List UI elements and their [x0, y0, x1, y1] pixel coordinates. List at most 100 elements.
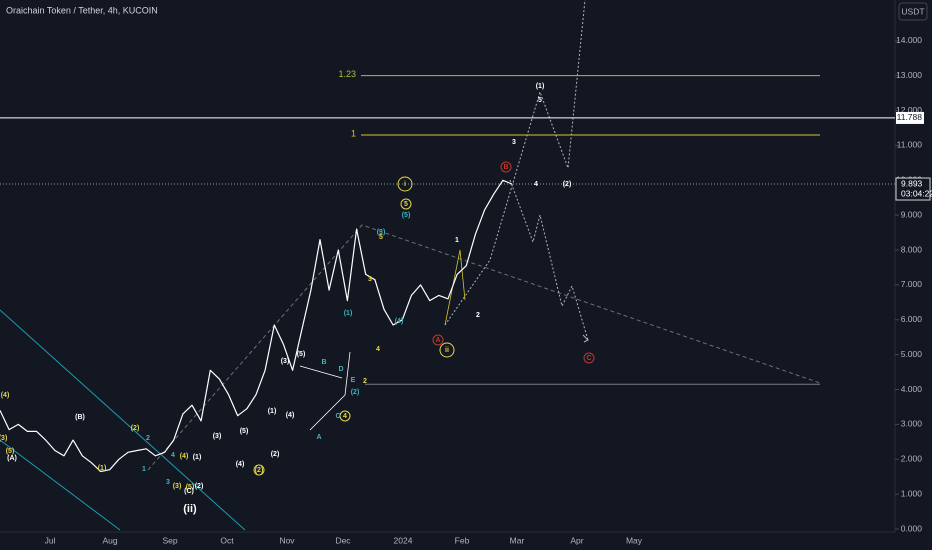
wave-label: 3 — [166, 479, 170, 486]
wave-label: 3 — [512, 139, 516, 146]
x-tick-label: Mar — [510, 535, 525, 545]
wave-label: (2) — [255, 467, 264, 474]
chart-title: Oraichain Token / Tether, 4h, KUCOIN — [6, 5, 158, 15]
wave-label: 2 — [146, 435, 150, 442]
wave-label: (1) — [268, 408, 277, 415]
x-tick-label: May — [626, 535, 643, 545]
wave-label: 4 — [376, 346, 380, 353]
wave-label: C — [586, 355, 591, 362]
wave-label: ii — [445, 347, 449, 354]
wave-label: (1) — [344, 310, 353, 317]
channel-line — [0, 439, 121, 531]
wave-label: (1) — [193, 454, 202, 461]
projection — [444, 0, 586, 326]
pattern-line — [444, 249, 466, 326]
wave-label: (5) — [240, 428, 249, 435]
x-tick-label: Aug — [102, 535, 117, 545]
currency-box — [898, 2, 928, 21]
wave-label: (3) — [281, 358, 290, 365]
wave-label: 5 — [379, 234, 383, 241]
wave-label: (5) — [402, 212, 411, 219]
y-tick-label: 13.000 — [896, 70, 922, 80]
wave-label: (5) — [6, 448, 15, 455]
y-tick-label: 4.000 — [901, 384, 923, 394]
wave-circle — [253, 464, 265, 476]
wave-circle — [583, 352, 595, 364]
wave-label: 5 — [538, 97, 542, 104]
y-tick-label: 0.000 — [901, 523, 923, 533]
wave-label: 4 — [534, 181, 538, 188]
fib-label: 1.23 — [338, 69, 356, 79]
wave-label: 3 — [368, 276, 372, 283]
wave-label: (5) — [186, 484, 195, 491]
pattern-line — [309, 351, 351, 431]
wave-label: A — [435, 337, 440, 344]
currency: USDT — [901, 6, 924, 16]
wave-label: B — [321, 359, 326, 366]
wave-label: (4) — [236, 461, 245, 468]
x-tick-label: 2024 — [394, 535, 413, 545]
wave-circle — [397, 176, 413, 192]
wave-label: 4 — [171, 452, 175, 459]
x-tick-label: Apr — [570, 535, 583, 545]
projection — [509, 179, 589, 341]
resistance-label: 11.788 — [897, 112, 923, 122]
wave-label: 2 — [476, 312, 480, 319]
wave-label: (4) — [180, 453, 189, 460]
countdown: 03:04:22 — [901, 188, 932, 198]
wave-label: A — [316, 434, 321, 441]
wave-label: (4) — [395, 318, 404, 325]
x-tick-label: Nov — [279, 535, 295, 545]
y-tick-label: 3.000 — [901, 419, 923, 429]
wave-circle — [400, 198, 412, 210]
x-tick-label: Sep — [162, 535, 177, 545]
wave-label: (5) — [297, 351, 306, 358]
wave-label: 2 — [363, 378, 367, 385]
wave-label: (ii) — [183, 503, 197, 515]
wave-label: (3) — [213, 433, 222, 440]
wave-label: (3) — [0, 435, 7, 442]
wave-label: (2) — [195, 483, 204, 490]
wave-label: (2) — [351, 389, 360, 396]
wave-label: 1 — [142, 466, 146, 473]
wave-label: (B) — [75, 414, 85, 421]
wave-label: D — [338, 366, 343, 373]
pattern-line — [299, 365, 343, 379]
wave-label: B — [503, 164, 508, 171]
y-tick-label: 7.000 — [901, 279, 923, 289]
wave-label: E — [351, 377, 356, 384]
last-price-box — [895, 177, 931, 201]
y-tick-label: 14.000 — [896, 35, 922, 45]
wave-label: 1 — [455, 237, 459, 244]
last-price-label: 9.893 — [901, 178, 923, 188]
wave-label: (2) — [271, 451, 280, 458]
y-tick-label: 1.000 — [901, 488, 923, 498]
y-tick-label: 5.000 — [901, 349, 923, 359]
wave-circle — [432, 334, 444, 346]
wave-label: (2) — [563, 181, 572, 188]
arrow-head — [582, 334, 589, 343]
wave-label: C — [335, 413, 340, 420]
x-tick-label: Dec — [335, 535, 351, 545]
x-tick-label: Oct — [220, 535, 234, 545]
y-tick-label: 12.000 — [896, 105, 922, 115]
wave-circle — [500, 161, 512, 173]
wave-label: 5 — [404, 201, 408, 208]
x-tick-label: Jul — [45, 535, 56, 545]
y-tick-label: 9.000 — [901, 209, 923, 219]
x-tick-label: Feb — [455, 535, 470, 545]
wave-label: (3) — [377, 229, 386, 236]
wave-circle — [339, 410, 351, 422]
wave-label: (1) — [536, 83, 545, 90]
triangle-line — [147, 224, 821, 471]
wave-label: (3) — [173, 483, 182, 490]
wave-label: (1) — [98, 465, 107, 472]
wave-label: (4) — [286, 412, 295, 419]
price-line — [0, 179, 513, 473]
y-tick-label: 11.000 — [897, 140, 923, 150]
channel-line — [0, 309, 246, 531]
wave-label: i — [404, 181, 406, 188]
wave-label: 4 — [343, 413, 347, 420]
